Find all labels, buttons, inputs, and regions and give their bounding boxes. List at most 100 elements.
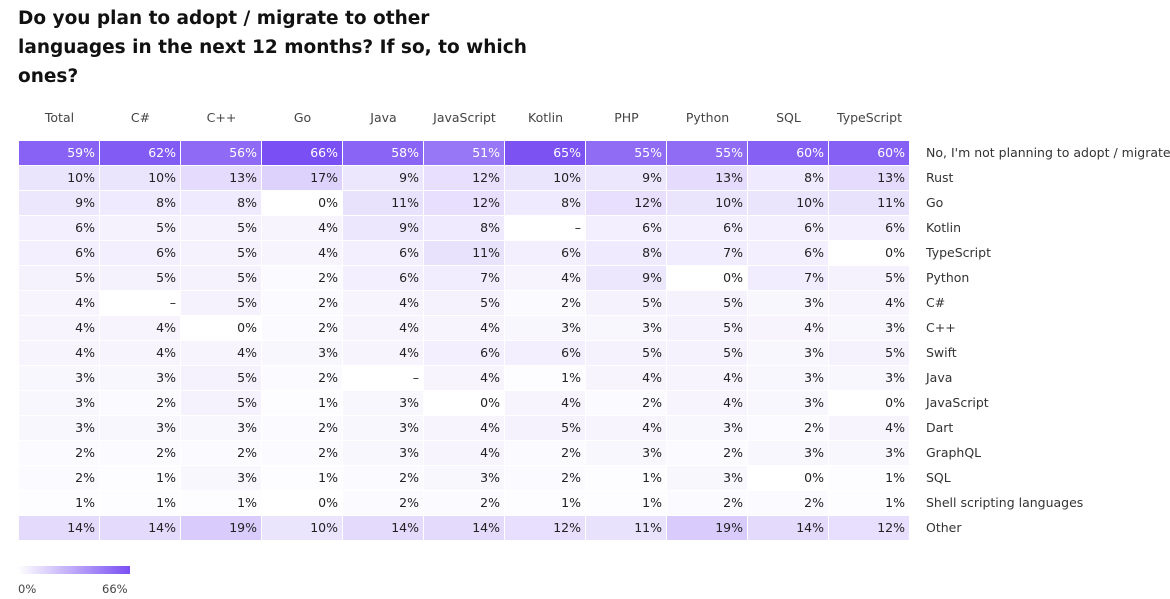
heatmap-cell: 3% [829,366,909,390]
heatmap-cell: 2% [262,266,342,290]
heatmap-cell: 2% [748,491,828,515]
heatmap-cell: 8% [424,216,504,240]
heatmap-cell: 0% [829,391,909,415]
heatmap-cell: 1% [586,491,666,515]
heatmap-cell: 8% [586,241,666,265]
heatmap-cell: 4% [829,416,909,440]
row-label: TypeScript [926,245,991,260]
heatmap-cell: 4% [343,291,423,315]
heatmap-cell: 3% [343,416,423,440]
heatmap-cell: 6% [343,266,423,290]
heatmap-cell: 11% [424,241,504,265]
column-header: PHP [614,110,639,125]
heatmap-cell: 8% [505,191,585,215]
heatmap-cell: 13% [829,166,909,190]
heatmap-cell: 5% [181,391,261,415]
heatmap-cell: 4% [262,241,342,265]
heatmap-cell: 2% [262,416,342,440]
row-label: JavaScript [926,395,989,410]
heatmap-cell: 66% [262,141,342,165]
heatmap-cell: 2% [505,466,585,490]
heatmap-cell: 10% [262,516,342,540]
chart-title: Do you plan to adopt / migrate to other … [18,8,527,87]
heatmap-cell: – [343,366,423,390]
heatmap-cell: 6% [748,216,828,240]
heatmap-cell: 4% [19,316,99,340]
row-label: Go [926,195,944,210]
heatmap-cell: 0% [667,266,747,290]
heatmap-cell: 1% [100,491,180,515]
heatmap-cell: 11% [829,191,909,215]
heatmap-cell: 17% [262,166,342,190]
column-header: JavaScript [433,110,496,125]
heatmap-cell: 10% [748,191,828,215]
heatmap-cell: 8% [100,191,180,215]
row-label: Dart [926,420,954,435]
row-label: GraphQL [926,445,982,460]
row-label: Swift [926,345,957,360]
heatmap-cell: 4% [100,341,180,365]
heatmap-cell: 6% [505,341,585,365]
heatmap-cell: 3% [829,441,909,465]
heatmap-cell: 8% [748,166,828,190]
heatmap-cell: 62% [100,141,180,165]
heatmap-cell: 56% [181,141,261,165]
heatmap-cell: 8% [181,191,261,215]
heatmap-cell: 6% [586,216,666,240]
heatmap-cell: 9% [343,166,423,190]
heatmap-cell: 2% [343,491,423,515]
heatmap-cell: 65% [505,141,585,165]
row-label: Other [926,520,962,535]
heatmap-cell: 3% [667,416,747,440]
row-label: SQL [926,470,951,485]
heatmap-cell: 12% [424,166,504,190]
heatmap-cell: 1% [829,491,909,515]
heatmap-cell: 3% [505,316,585,340]
heatmap-cell: 1% [262,391,342,415]
heatmap-cell: 4% [343,341,423,365]
heatmap-cell: 4% [343,316,423,340]
heatmap-cell: 4% [19,341,99,365]
heatmap-cell: 5% [667,341,747,365]
column-header: C++ [206,110,237,125]
heatmap-cell: 3% [100,416,180,440]
heatmap-cell: 0% [829,241,909,265]
row-label: Python [926,270,970,285]
heatmap-cell: 3% [262,341,342,365]
heatmap-cell: 14% [100,516,180,540]
column-header: Kotlin [528,110,563,125]
row-label: Kotlin [926,220,961,235]
heatmap-cell: 6% [343,241,423,265]
heatmap-cell: 9% [19,191,99,215]
heatmap-cell: 12% [505,516,585,540]
heatmap-cell: 59% [19,141,99,165]
heatmap-cell: 2% [424,491,504,515]
heatmap-cell: 5% [586,291,666,315]
heatmap-cell: 5% [181,266,261,290]
heatmap-cell: 5% [100,266,180,290]
heatmap-cell: 3% [343,391,423,415]
heatmap-cell: 10% [100,166,180,190]
heatmap-cell: 3% [181,416,261,440]
heatmap-cell: 4% [667,391,747,415]
heatmap-cell: 4% [181,341,261,365]
heatmap-cell: 5% [505,416,585,440]
heatmap-cell: 4% [424,366,504,390]
heatmap-cell: 4% [505,266,585,290]
heatmap-cell: 6% [19,241,99,265]
heatmap-cell: 60% [748,141,828,165]
heatmap-cell: 55% [667,141,747,165]
heatmap-cell: 19% [667,516,747,540]
heatmap-cell: 14% [748,516,828,540]
heatmap-cell: 6% [829,216,909,240]
heatmap-cell: 1% [829,466,909,490]
heatmap-cell: 3% [748,291,828,315]
heatmap-cell: 7% [748,266,828,290]
heatmap-cell: 51% [424,141,504,165]
heatmap-cell: 4% [748,316,828,340]
heatmap-cell: 4% [667,366,747,390]
heatmap-cell: 5% [181,291,261,315]
heatmap-cell: 6% [667,216,747,240]
heatmap-cell: 3% [100,366,180,390]
heatmap-cell: 9% [586,166,666,190]
